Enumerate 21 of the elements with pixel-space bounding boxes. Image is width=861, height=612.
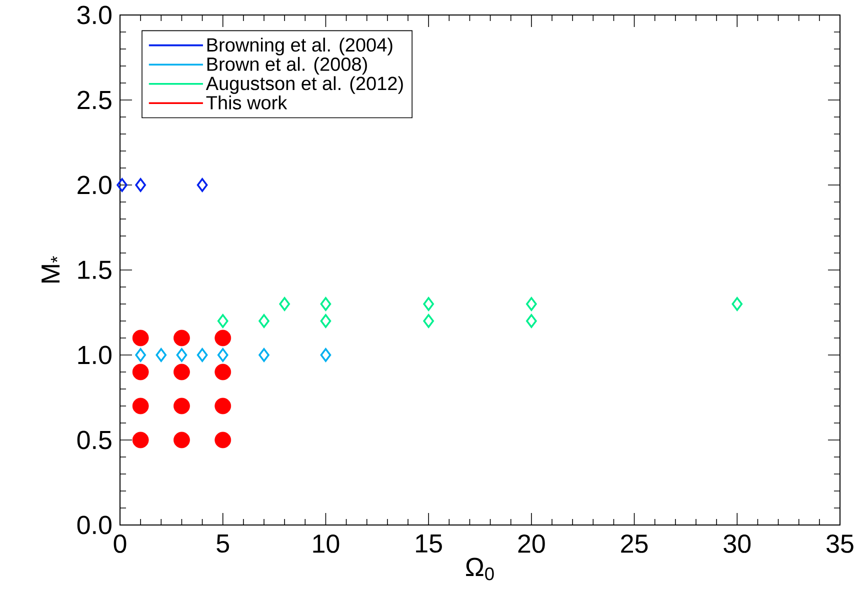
x-tick-label: 20 <box>518 534 545 553</box>
y-tick-label: 3.0 <box>77 6 112 24</box>
y-tick-label: 1.0 <box>78 346 112 364</box>
legend-label: Brown et al. (2008) <box>207 56 367 75</box>
x-tick-label: 10 <box>313 534 340 553</box>
legend-label: This work <box>206 95 288 110</box>
x-tick-label: 0 <box>114 534 126 553</box>
legend-label: Augustson et al. (2012) <box>206 76 403 94</box>
x-tick-label: 25 <box>621 534 648 553</box>
y-tick-label: 2.5 <box>78 90 112 110</box>
y-tick-label: 1.5 <box>78 260 112 280</box>
x-tick-label: 35 <box>826 534 854 553</box>
y-tick-label: 0.0 <box>77 516 112 534</box>
x-tick-label: 15 <box>416 534 442 553</box>
x-axis-title: Ω$_{0}$ <box>466 558 494 580</box>
y-tick-label: 2.0 <box>78 176 112 194</box>
x-tick-label: 30 <box>724 534 751 553</box>
legend-label: Browning et al. (2004) <box>207 38 392 56</box>
y-tick-label: 0.5 <box>77 430 112 450</box>
y-axis-title: M$_{*}$ <box>42 256 60 282</box>
x-tick-label: 5 <box>216 534 229 553</box>
